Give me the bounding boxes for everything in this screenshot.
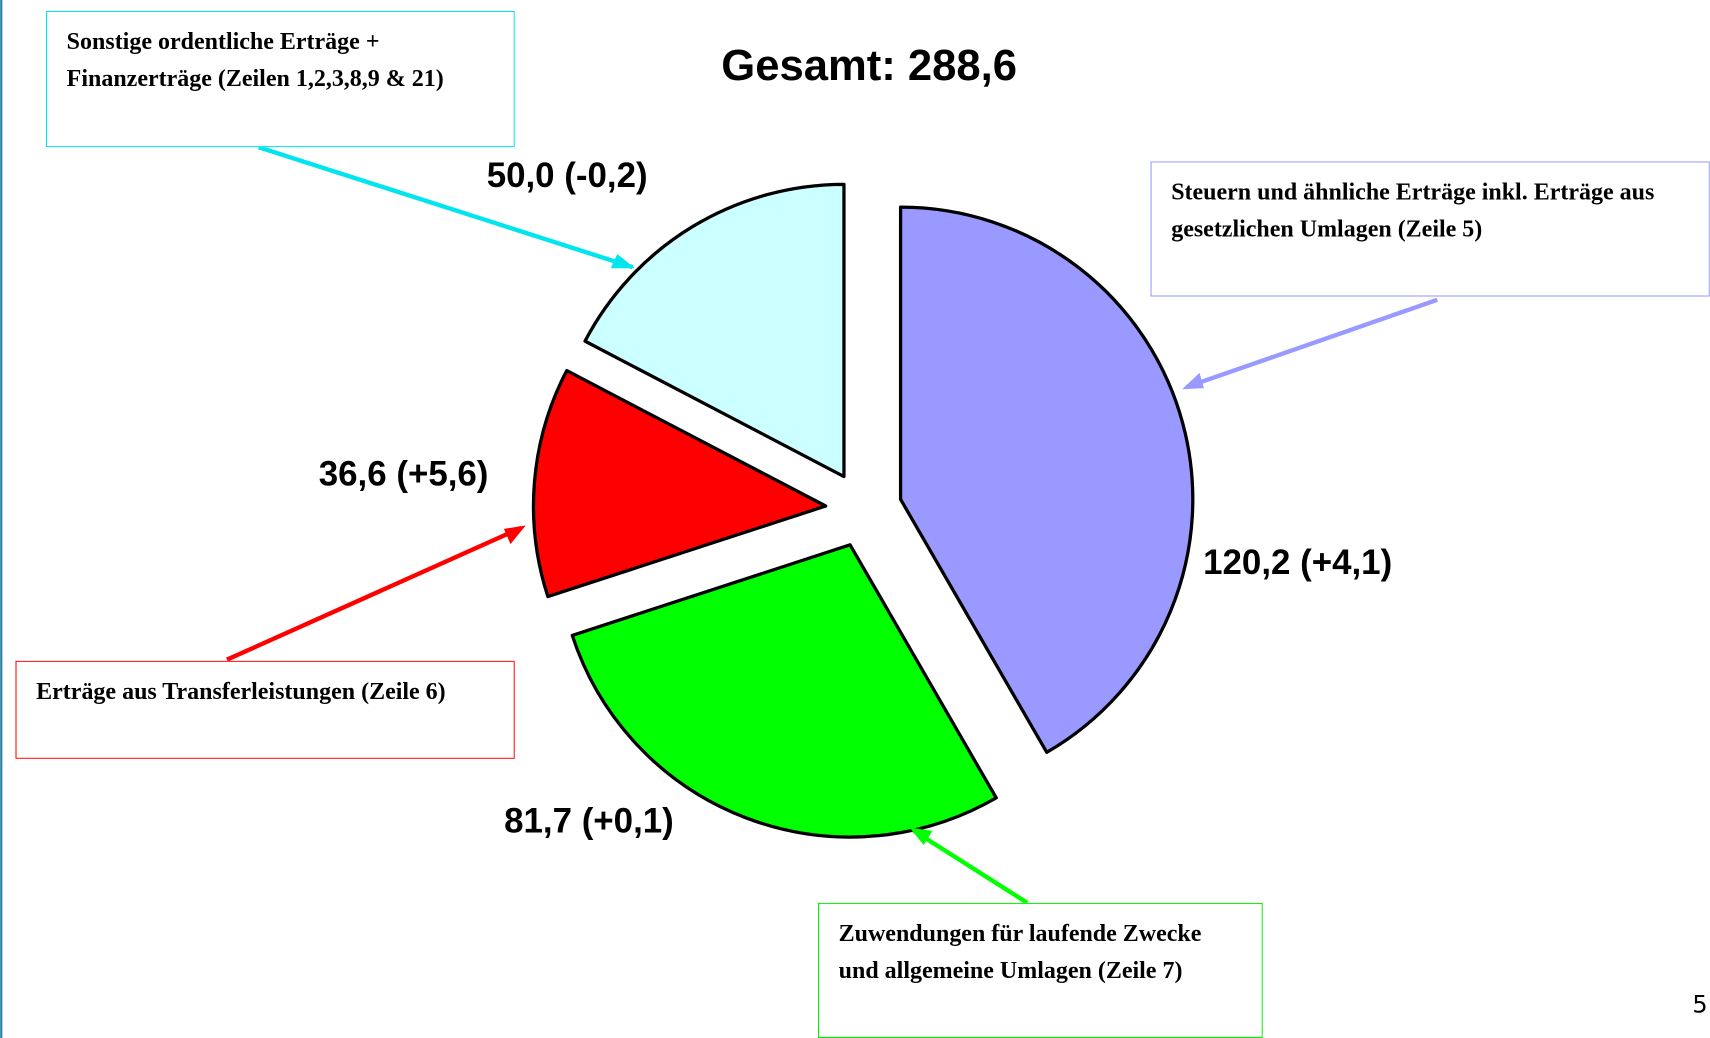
label-box: Zuwendungen für laufende Zwecke und allg…	[817, 902, 1263, 1038]
category-label: Sonstige ordentliche Erträge + Finanzert…	[45, 10, 515, 148]
leader-arrow	[257, 145, 634, 270]
arrow-head	[610, 254, 635, 269]
page-number: 5	[1692, 990, 1707, 1018]
leader-arrow	[1185, 297, 1438, 390]
arrow-head	[503, 525, 526, 545]
label-box: Steuern und ähnliche Erträge inkl. Erträ…	[1150, 161, 1710, 297]
value-label: 36,6 (+5,6)	[319, 455, 489, 494]
value-label: 50,0 (-0,2)	[487, 156, 648, 195]
category-label: Zuwendungen für laufende Zwecke und allg…	[817, 902, 1263, 1038]
arrow-head	[1182, 372, 1204, 390]
pie	[531, 182, 1195, 839]
leader-arrow	[912, 828, 1029, 905]
leader-arrow	[226, 525, 523, 662]
value-label: 81,7 (+0,1)	[504, 801, 674, 840]
label-box: Sonstige ordentliche Erträge + Finanzert…	[45, 10, 515, 148]
pie-slice	[583, 182, 846, 479]
category-label: Erträge aus Transferleistungen (Zeile 6)	[15, 660, 515, 759]
category-label: Steuern und ähnliche Erträge inkl. Erträ…	[1150, 161, 1710, 297]
pie-slice	[570, 543, 998, 839]
arrow-head	[909, 827, 933, 846]
value-label: 120,2 (+4,1)	[1203, 543, 1392, 582]
pie-slice	[531, 368, 828, 599]
chart-title: Gesamt: 288,6	[721, 42, 1017, 90]
pie-slice	[898, 205, 1195, 754]
label-box: Erträge aus Transferleistungen (Zeile 6)	[15, 660, 515, 759]
